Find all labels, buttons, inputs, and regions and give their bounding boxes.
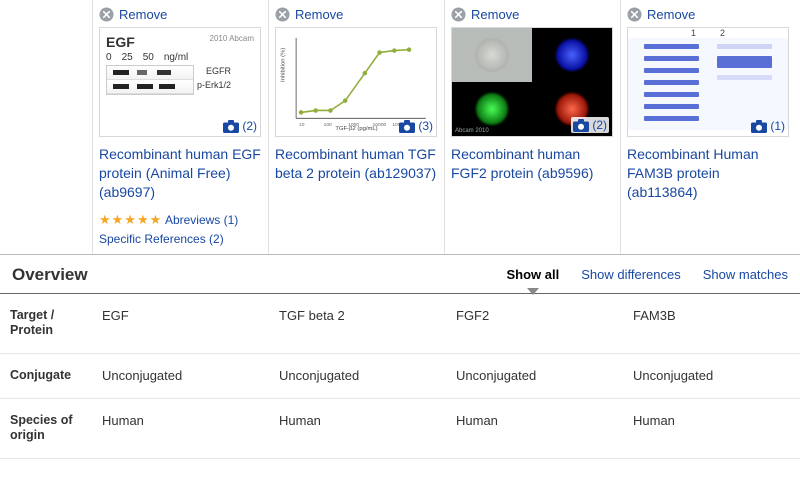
cell: FGF2	[446, 294, 623, 354]
product-title-link[interactable]: Recombinant human EGF protein (Animal Fr…	[99, 145, 262, 202]
band-label: p-Erk1/2	[197, 80, 231, 90]
remove-icon	[451, 7, 466, 22]
cell: Unconjugated	[269, 353, 446, 398]
row-header: Target / Protein	[0, 294, 92, 354]
cell: Human	[446, 398, 623, 458]
dose-label: 25	[122, 52, 133, 63]
cell: Unconjugated	[92, 353, 269, 398]
thumb-copyright: 2010 Abcam	[210, 34, 254, 43]
overview-header: Overview Show all Show differences Show …	[0, 254, 800, 294]
remove-link[interactable]: Remove	[119, 7, 167, 22]
remove-link[interactable]: Remove	[647, 7, 695, 22]
specific-references-link[interactable]: Specific References (2)	[99, 232, 224, 246]
cell: Human	[623, 398, 800, 458]
product-thumbnail[interactable]: 2010 Abcam EGF 0 25 50 ng/ml EGFR p-Erk1…	[99, 27, 261, 137]
comparison-table: Target / Protein EGF TGF beta 2 FGF2 FAM…	[0, 294, 800, 459]
svg-text:1000: 1000	[348, 122, 359, 128]
product-card: Remove 2010 Abcam EGF 0 25 50 ng/ml EGFR…	[92, 0, 268, 254]
image-count: (1)	[770, 119, 785, 133]
cell: FAM3B	[623, 294, 800, 354]
product-title-link[interactable]: Recombinant human FGF2 protein (ab9596)	[451, 145, 614, 183]
remove-link[interactable]: Remove	[471, 7, 519, 22]
band-label: EGFR	[206, 66, 231, 76]
star-rating: ★★★★★	[99, 212, 162, 227]
cell: Unconjugated	[446, 353, 623, 398]
row-header: Species of origin	[0, 398, 92, 458]
svg-text:10: 10	[299, 122, 305, 128]
table-row: Conjugate Unconjugated Unconjugated Unco…	[0, 353, 800, 398]
lane-label: 1	[691, 28, 696, 38]
product-thumbnail[interactable]: Inhibition (%) TGF-β2 (pg/mL) 1010010001…	[275, 27, 437, 137]
product-card: Remove Abcam 2010 (2) Recombinant human …	[444, 0, 620, 254]
image-count-badge[interactable]: (3)	[399, 119, 433, 133]
tab-show-all[interactable]: Show all	[507, 267, 560, 282]
remove-icon	[275, 7, 290, 22]
remove-icon	[99, 7, 114, 22]
product-title-link[interactable]: Recombinant Human FAM3B protein (ab11386…	[627, 145, 790, 202]
dose-label: 50	[143, 52, 154, 63]
image-count-badge[interactable]: (2)	[223, 119, 257, 133]
remove-row[interactable]: Remove	[99, 4, 262, 27]
image-count: (3)	[418, 119, 433, 133]
dose-unit: ng/ml	[164, 52, 188, 63]
product-card: Remove 1 2 (1) Recombinant Human FAM3B pr…	[620, 0, 796, 254]
overview-title: Overview	[12, 265, 485, 285]
svg-text:10000: 10000	[373, 122, 387, 128]
product-title-link[interactable]: Recombinant human TGF beta 2 protein (ab…	[275, 145, 438, 183]
remove-icon	[627, 7, 642, 22]
image-count: (2)	[242, 119, 257, 133]
svg-text:100: 100	[324, 122, 332, 128]
image-count-badge[interactable]: (1)	[751, 119, 785, 133]
table-row: Target / Protein EGF TGF beta 2 FGF2 FAM…	[0, 294, 800, 354]
product-meta: ★★★★★ Abreviews (1) Specific References …	[99, 212, 262, 246]
remove-row[interactable]: Remove	[627, 4, 790, 27]
row-header: Conjugate	[0, 353, 92, 398]
cell: Human	[92, 398, 269, 458]
tab-show-matches[interactable]: Show matches	[703, 267, 788, 282]
product-card-row: Remove 2010 Abcam EGF 0 25 50 ng/ml EGFR…	[0, 0, 800, 254]
cell: Unconjugated	[623, 353, 800, 398]
thumb-title: EGF	[106, 34, 135, 50]
abreviews-link[interactable]: Abreviews (1)	[165, 213, 238, 227]
dose-label: 0	[106, 52, 112, 63]
image-count: (2)	[592, 118, 607, 132]
table-row: Species of origin Human Human Human Huma…	[0, 398, 800, 458]
remove-row[interactable]: Remove	[275, 4, 438, 27]
remove-row[interactable]: Remove	[451, 4, 614, 27]
y-axis-label: Inhibition (%)	[280, 48, 286, 82]
cell: EGF	[92, 294, 269, 354]
product-thumbnail[interactable]: 1 2 (1)	[627, 27, 789, 137]
product-card: Remove Inhibition (%) TGF-β2 (pg/mL) 101…	[268, 0, 444, 254]
product-thumbnail[interactable]: Abcam 2010 (2)	[451, 27, 613, 137]
lane-label: 2	[720, 28, 725, 38]
image-count-badge[interactable]: (2)	[571, 117, 609, 133]
cell: TGF beta 2	[269, 294, 446, 354]
cell: Human	[269, 398, 446, 458]
remove-link[interactable]: Remove	[295, 7, 343, 22]
tab-show-differences[interactable]: Show differences	[581, 267, 681, 282]
